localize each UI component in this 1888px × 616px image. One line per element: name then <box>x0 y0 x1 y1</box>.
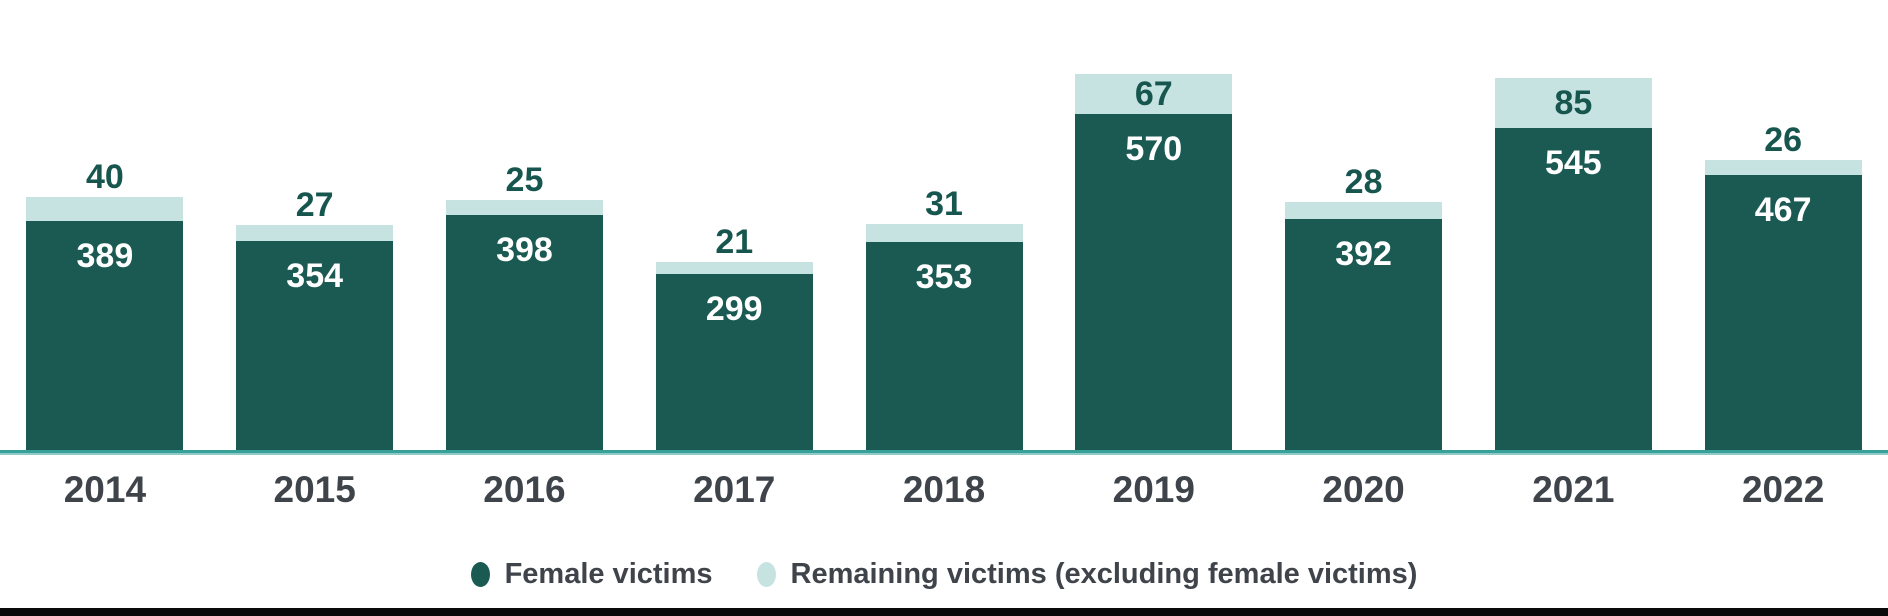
legend-item-female: Female victims <box>470 558 713 591</box>
remaining-victims-segment[interactable]: 85 <box>1494 78 1652 128</box>
plot-area: 40 389 27 354 25 398 21 299 31 353 67 570 28 392 85 545… <box>0 0 1888 455</box>
remaining-value-label: 26 <box>1764 121 1803 159</box>
year-label-2022: 2022 <box>1741 469 1825 510</box>
female-value-label: 392 <box>1335 235 1392 273</box>
female-victims-segment[interactable]: 570 <box>1075 114 1233 451</box>
female-victims-segment[interactable]: 545 <box>1494 128 1652 451</box>
legend-item-remaining: Remaining victims (excluding female vict… <box>756 558 1418 591</box>
year-label-2016: 2016 <box>483 469 566 510</box>
bar-column-2014: 40 389 <box>0 0 210 455</box>
female-value-label: 570 <box>1125 130 1183 168</box>
bar-stack: 85 545 <box>1494 78 1652 451</box>
remaining-legend-dot-icon <box>756 562 776 587</box>
female-victims-segment[interactable]: 353 <box>865 242 1023 451</box>
bar-stack: 467 <box>1704 160 1862 451</box>
year-label-2017: 2017 <box>693 469 776 510</box>
bar-column-2018: 31 353 <box>839 0 1049 455</box>
female-value-label: 353 <box>915 258 973 296</box>
year-label-2018: 2018 <box>902 469 986 510</box>
year-label-2020: 2020 <box>1322 469 1405 510</box>
remaining-value-label: 21 <box>715 223 754 261</box>
bottom-black-bar <box>0 608 1888 616</box>
legend-label-female: Female victims <box>504 558 713 590</box>
female-victims-segment[interactable]: 467 <box>1704 175 1862 451</box>
remaining-value-label: 28 <box>1344 163 1383 201</box>
female-victims-segment[interactable]: 354 <box>236 241 394 451</box>
remaining-victims-segment[interactable]: 67 <box>1075 74 1233 114</box>
bar-stack: 398 <box>445 200 603 451</box>
remaining-victims-segment[interactable] <box>445 200 603 215</box>
bar-column-2015: 27 354 <box>210 0 420 455</box>
remaining-value-label: 25 <box>505 161 544 199</box>
remaining-value-label: 85 <box>1554 84 1593 122</box>
bar-column-2017: 21 299 <box>629 0 839 455</box>
year-label-2021: 2021 <box>1532 469 1615 510</box>
female-victims-segment[interactable]: 299 <box>655 274 813 451</box>
year-labels-row: 2014 2015 2016 2017 2018 2019 2020 2021 2022 <box>0 469 1888 511</box>
female-value-label: 398 <box>496 231 553 269</box>
year-label-2014: 2014 <box>63 469 147 510</box>
bar-stack: 389 <box>26 197 184 451</box>
female-victims-segment[interactable]: 398 <box>445 215 603 451</box>
remaining-victims-segment[interactable] <box>655 262 813 274</box>
remaining-value-label: 67 <box>1134 75 1173 113</box>
bar-stack: 67 570 <box>1075 74 1233 451</box>
remaining-victims-segment[interactable] <box>865 224 1023 242</box>
x-axis-line <box>0 450 1888 455</box>
female-value-label: 354 <box>286 257 344 295</box>
bar-stack: 299 <box>655 262 813 451</box>
bar-column-2021: 85 545 <box>1468 0 1678 455</box>
year-label-2015: 2015 <box>273 469 356 510</box>
remaining-victims-segment[interactable] <box>1704 160 1862 175</box>
female-victims-segment[interactable]: 389 <box>26 221 184 451</box>
bar-stack: 353 <box>865 224 1023 451</box>
female-value-label: 545 <box>1544 144 1602 182</box>
bar-column-2019: 67 570 <box>1049 0 1259 455</box>
female-value-label: 299 <box>705 290 763 328</box>
bar-column-2016: 25 398 <box>420 0 630 455</box>
legend-label-remaining: Remaining victims (excluding female vict… <box>790 558 1418 590</box>
bar-stack: 354 <box>236 225 394 451</box>
female-value-label: 389 <box>76 237 134 275</box>
female-value-label: 467 <box>1754 191 1812 229</box>
bar-stack: 392 <box>1285 202 1443 451</box>
female-victims-segment[interactable]: 392 <box>1285 219 1443 451</box>
bar-column-2022: 26 467 <box>1678 0 1888 455</box>
legend: Female victims Remaining victims (exclud… <box>0 558 1888 591</box>
remaining-value-label: 31 <box>925 185 963 223</box>
female-legend-dot-icon <box>470 562 490 587</box>
bar-column-2020: 28 392 <box>1259 0 1469 455</box>
remaining-victims-segment[interactable] <box>26 197 184 221</box>
remaining-victims-segment[interactable] <box>236 225 394 241</box>
year-label-2019: 2019 <box>1112 469 1195 510</box>
remaining-value-label: 40 <box>85 158 124 196</box>
remaining-value-label: 27 <box>295 186 334 224</box>
remaining-victims-segment[interactable] <box>1285 202 1443 219</box>
